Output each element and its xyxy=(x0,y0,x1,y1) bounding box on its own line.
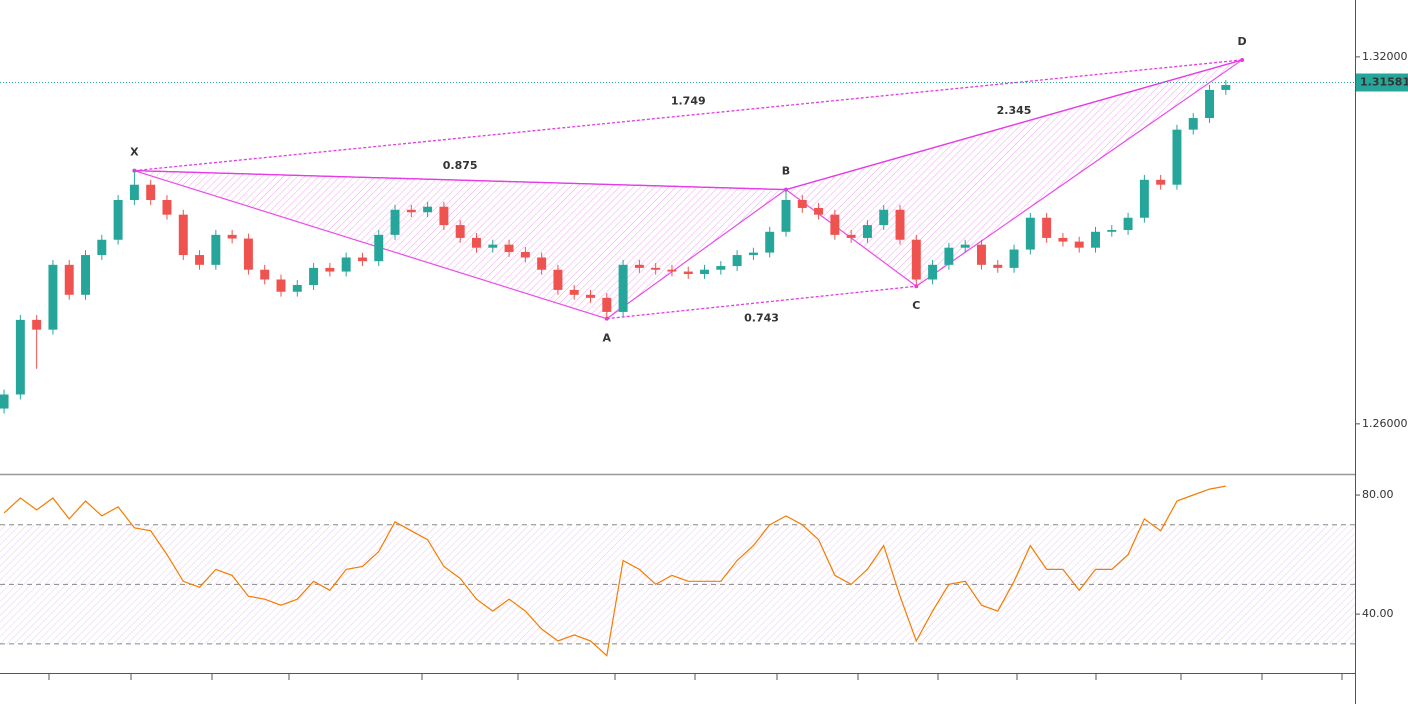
candle-body xyxy=(911,239,921,280)
candle-body xyxy=(814,207,824,215)
candle-body xyxy=(700,269,710,275)
candle-body xyxy=(472,237,481,248)
candle-body xyxy=(423,206,433,213)
candle-body xyxy=(211,234,221,265)
candle-body xyxy=(748,252,758,256)
candle-body xyxy=(879,209,889,226)
last-price-label: 1.31581 xyxy=(1360,76,1408,89)
candle-body xyxy=(1205,89,1215,119)
candle-body xyxy=(1139,179,1149,218)
candle-body xyxy=(15,319,25,395)
candle-body xyxy=(537,257,547,270)
candle-body xyxy=(602,297,612,312)
ratio-label: 0.743 xyxy=(744,311,779,324)
candle-body xyxy=(81,255,91,295)
candle-body xyxy=(1074,241,1084,248)
candle-body xyxy=(341,257,351,272)
last-price-box xyxy=(1356,73,1408,92)
candle-body xyxy=(586,294,595,298)
y-tick-label: 1.26000 xyxy=(1362,417,1408,430)
ratio-line xyxy=(134,59,1243,172)
pattern-point-label: A xyxy=(603,332,612,345)
candle-body xyxy=(553,269,563,290)
candle-body xyxy=(64,264,74,295)
time-axis-ticks xyxy=(48,674,1343,680)
candle-body xyxy=(1042,217,1052,238)
candle-body xyxy=(976,244,986,265)
candle-body xyxy=(390,209,400,235)
candle-body xyxy=(651,267,661,270)
candle-body xyxy=(732,255,742,267)
candle-body xyxy=(455,225,465,238)
pattern-point-label: D xyxy=(1238,35,1247,48)
candle-body xyxy=(325,267,335,272)
candle-body xyxy=(406,209,416,213)
candle-body xyxy=(439,206,449,226)
pattern-point xyxy=(1240,57,1245,62)
ratio-label: 2.345 xyxy=(997,104,1032,117)
candle-body xyxy=(195,255,205,265)
candle-body xyxy=(716,266,726,270)
candle-body xyxy=(227,234,237,239)
candle-body xyxy=(1091,231,1100,248)
candle-body xyxy=(1221,85,1231,90)
candle-body xyxy=(569,289,579,295)
ratio-line xyxy=(606,285,917,320)
candle-body xyxy=(1188,118,1198,130)
candle-body xyxy=(129,184,139,200)
candle-body xyxy=(243,238,253,270)
candle-body xyxy=(1172,129,1182,185)
candle-body xyxy=(667,269,677,272)
candle-body xyxy=(797,199,807,208)
candle-body xyxy=(520,251,530,258)
candle-body xyxy=(1025,217,1035,250)
candle-body xyxy=(960,244,970,248)
y-tick-label: 1.32000 xyxy=(1362,50,1408,63)
candle-body xyxy=(993,264,1003,268)
candle-body xyxy=(374,234,384,262)
candle-body xyxy=(292,285,302,292)
candle-body xyxy=(895,209,905,240)
candle-body xyxy=(1058,237,1068,242)
candle-body xyxy=(618,264,628,312)
candle-body xyxy=(765,231,775,253)
candle-body xyxy=(830,214,840,235)
candle-body xyxy=(162,199,172,215)
candle-body xyxy=(32,319,42,330)
y-tick-label: 80.00 xyxy=(1362,488,1394,501)
pattern-point-label: C xyxy=(912,299,920,312)
candle-body xyxy=(97,239,107,256)
candle-body xyxy=(1156,179,1166,185)
candle-body xyxy=(944,247,954,265)
ratio-label: 0.875 xyxy=(443,159,478,172)
ratio-label: 1.749 xyxy=(671,94,706,107)
pattern-point-label: B xyxy=(782,165,790,178)
candle-body xyxy=(1009,249,1019,268)
candle-body xyxy=(928,264,938,280)
candle-body xyxy=(504,244,514,252)
candle-body xyxy=(113,199,123,240)
candle-body xyxy=(260,269,270,280)
ratio-line xyxy=(785,59,1243,191)
rsi-line xyxy=(3,485,1226,657)
candle-body xyxy=(178,214,188,256)
candle-body xyxy=(1107,229,1117,232)
candle-body xyxy=(276,279,286,292)
candle-body xyxy=(781,199,791,232)
candle-body xyxy=(0,394,9,409)
candle-body xyxy=(357,257,367,262)
candle-body xyxy=(862,225,872,238)
candle-body xyxy=(309,267,319,286)
candle-body xyxy=(48,264,58,330)
candle-body xyxy=(146,184,156,200)
candle-body xyxy=(683,271,693,275)
y-tick-label: 40.00 xyxy=(1362,607,1394,620)
candle-body xyxy=(1123,217,1133,230)
candle-body xyxy=(634,264,644,268)
candle-body xyxy=(846,234,856,238)
candle-body xyxy=(488,244,498,248)
pattern-point-label: X xyxy=(130,146,139,159)
ratio-line xyxy=(134,169,787,191)
